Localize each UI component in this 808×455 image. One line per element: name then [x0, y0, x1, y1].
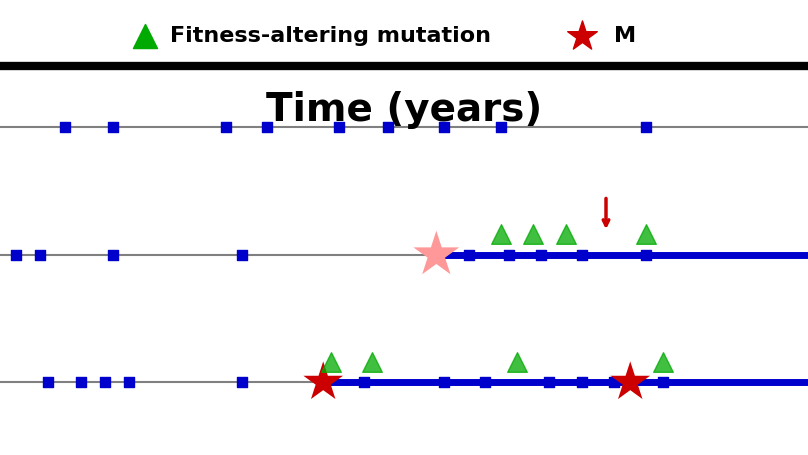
Point	[74, 379, 87, 386]
Point	[608, 379, 621, 386]
Point	[438, 379, 451, 386]
Point	[575, 379, 588, 386]
Point	[624, 379, 637, 386]
Point	[10, 251, 23, 258]
Point	[640, 124, 653, 131]
Point	[543, 379, 556, 386]
Point	[438, 124, 451, 131]
Point	[220, 124, 233, 131]
Point	[333, 124, 346, 131]
Point	[42, 379, 55, 386]
Point	[236, 379, 249, 386]
Point	[236, 251, 249, 258]
Point	[478, 379, 491, 386]
Point	[325, 358, 338, 365]
Point	[357, 379, 370, 386]
Point	[139, 33, 152, 40]
Point	[575, 33, 588, 40]
Point	[511, 358, 524, 365]
Point	[494, 231, 507, 238]
Point	[58, 124, 71, 131]
Point	[381, 124, 394, 131]
Point	[656, 358, 669, 365]
Point	[656, 379, 669, 386]
Text: M: M	[614, 26, 636, 46]
Text: Fitness-altering mutation: Fitness-altering mutation	[170, 26, 490, 46]
Point	[107, 124, 120, 131]
Point	[494, 124, 507, 131]
Point	[317, 379, 330, 386]
Point	[260, 124, 273, 131]
Text: Time (years): Time (years)	[266, 91, 542, 129]
Point	[527, 231, 540, 238]
Point	[559, 231, 572, 238]
Point	[365, 358, 378, 365]
Point	[99, 379, 112, 386]
Point	[503, 251, 516, 258]
Point	[34, 251, 47, 258]
Point	[462, 251, 475, 258]
Point	[640, 251, 653, 258]
Point	[535, 251, 548, 258]
Point	[430, 251, 443, 258]
Point	[640, 231, 653, 238]
Point	[123, 379, 136, 386]
Point	[107, 251, 120, 258]
Point	[575, 251, 588, 258]
